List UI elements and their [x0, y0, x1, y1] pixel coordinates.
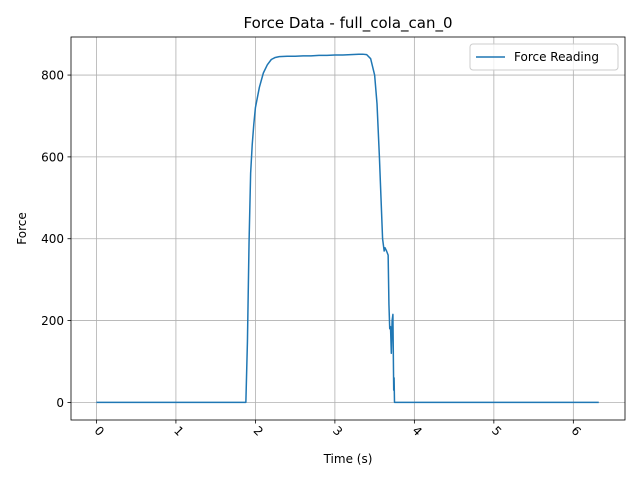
series-layer: [96, 53, 599, 404]
chart-title: Force Data - full_cola_can_0: [243, 14, 452, 33]
y-tick-label: 400: [41, 232, 64, 246]
legend-box: [469, 43, 619, 71]
grid-layer: [71, 37, 625, 420]
series-line-force-reading: [96, 53, 599, 404]
x-axis-label: Time (s): [323, 452, 373, 466]
y-tick-label: 800: [41, 69, 64, 83]
y-tick-layer: 0 200 400 600 800: [41, 69, 71, 410]
legend-label-force-reading: Force Reading: [514, 50, 599, 64]
y-axis-label: Force: [15, 212, 29, 244]
y-tick-label: 0: [56, 396, 64, 410]
legend: Force Reading: [469, 43, 619, 71]
y-tick-label: 600: [41, 150, 64, 164]
plot-frame: [70, 36, 626, 421]
y-tick-label: 200: [41, 314, 64, 328]
